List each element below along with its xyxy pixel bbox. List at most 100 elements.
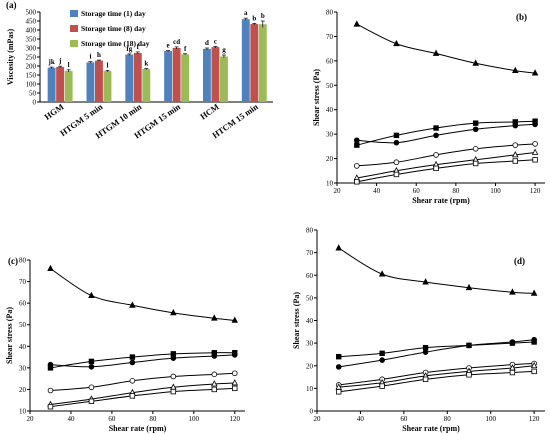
y-tick-label: 50 [306,294,314,302]
bar [142,69,151,102]
data-point [129,354,136,360]
data-point [129,377,136,384]
y-tick-label: 300 [26,45,37,53]
x-tick-label: 60 [400,415,408,423]
legend-swatch [70,10,78,17]
data-point [170,308,177,316]
y-tick-label: 450 [26,18,37,26]
legend-swatch [70,40,78,47]
x-axis-title: Shear rate (rpm) [109,424,167,433]
bar [250,24,259,103]
data-point [47,403,54,410]
y-tick-label: 60 [326,57,334,65]
data-point [422,278,429,285]
x-tick-label: 120 [530,187,541,195]
significance-label: d [205,39,209,47]
data-point [531,148,539,155]
data-point [129,301,136,308]
data-point [335,364,342,370]
data-point [532,157,538,163]
data-point [336,389,342,395]
data-point [466,342,472,349]
legend-label: Storage time (1) day [81,9,146,18]
x-tick-label: 100 [490,187,501,195]
data-point [354,142,360,148]
legend-label: Storage time (18) day [81,39,150,48]
significance-label: g [222,46,226,54]
data-point [170,373,177,380]
data-point [433,125,439,131]
significance-label: c [214,37,217,45]
data-point [393,159,400,166]
y-tick-label: 0 [310,408,314,416]
y-tick-label: 70 [306,249,314,257]
data-point [432,49,440,56]
data-point [433,132,439,139]
significance-label: jk [47,58,54,66]
data-point [509,369,516,376]
y-tick-label: 200 [26,63,37,71]
y-tick-label: 70 [326,33,334,41]
data-point [433,165,439,172]
data-point [472,59,479,66]
x-tick-label: 100 [189,415,200,423]
y-tick-label: 20 [19,386,27,394]
y-tick-label: 50 [326,82,334,90]
data-point [393,139,400,146]
data-point [422,344,429,351]
bar [56,66,65,102]
series-line [50,268,235,321]
data-point [466,372,472,378]
bar [241,19,250,103]
data-point [531,368,537,375]
bar [164,51,173,102]
bar [125,54,134,102]
x-tick-label: 80 [452,187,460,195]
data-point [378,270,386,277]
y-tick-label: 70 [19,278,27,286]
series-line [338,247,535,294]
significance-label: b [261,12,265,20]
category-label: HGM [42,101,65,121]
y-axis-title: Shear stress (Pa) [312,69,321,126]
data-point [393,132,400,139]
y-tick-label: 20 [306,362,314,370]
data-point [512,122,519,129]
significance-label: a [244,9,248,17]
y-tick-label: 400 [26,27,37,35]
data-point [88,358,95,365]
x-tick-label: 20 [314,415,322,423]
data-point [211,386,217,393]
bar [220,56,228,102]
data-point [530,361,538,369]
x-tick-label: 60 [413,187,421,195]
significance-label: i [89,53,91,61]
panel-d: (d) 0 10 20 30 40 50 60 70 80 20 40 60 80 100 120 Shear … [292,227,545,433]
y-tick-label: 500 [26,9,37,17]
data-point [170,355,177,361]
y-tick-label: 30 [326,131,334,139]
y-tick-label: 80 [306,227,314,235]
bar [103,71,112,102]
x-tick-label: 40 [357,415,365,423]
y-tick-label: 30 [306,340,314,348]
x-tick-label: 80 [149,415,157,423]
data-point [129,393,136,399]
x-tick-label: 20 [27,415,35,423]
bar [203,48,211,102]
data-point [512,142,519,148]
data-point [232,385,238,392]
data-point [472,146,479,152]
series-line [338,341,535,358]
series-line [50,382,235,406]
y-tick-label: 10 [326,180,334,188]
y-tick-label: 350 [26,36,37,44]
y-tick-label: 40 [326,106,334,114]
significance-label: f [184,45,187,53]
data-point [532,121,538,128]
data-point [211,371,218,378]
category-label: HCM [198,101,221,121]
